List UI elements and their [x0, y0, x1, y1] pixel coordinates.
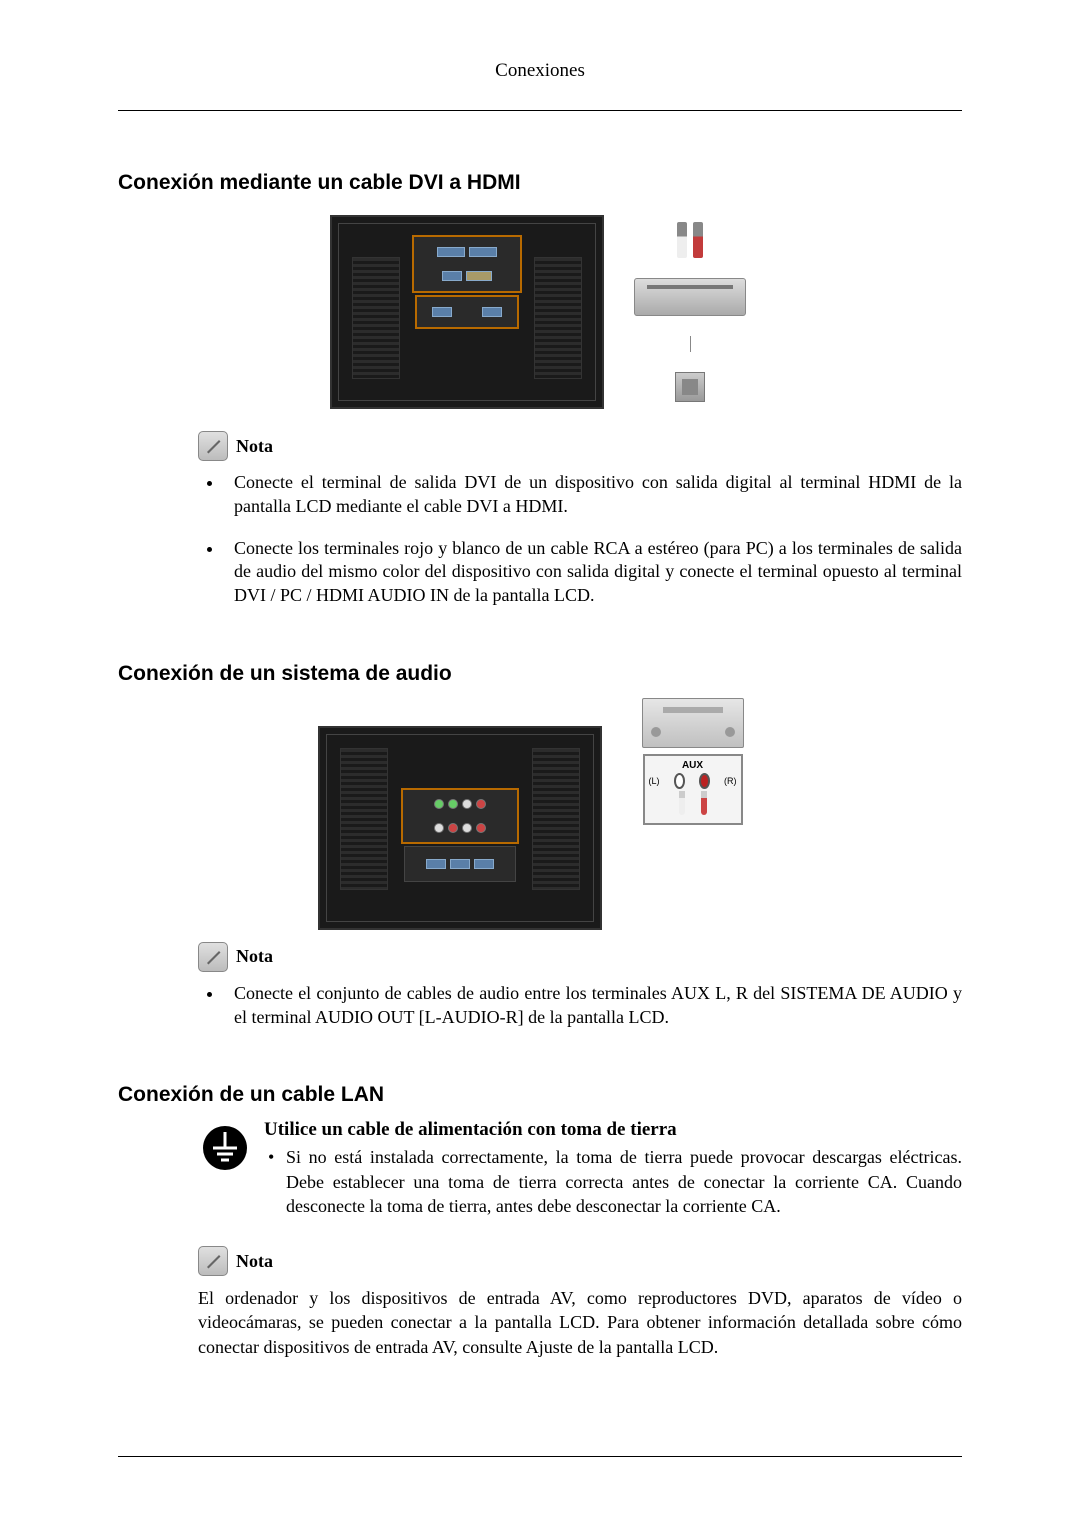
footer-rule — [118, 1456, 962, 1457]
lcd-rear-panel-2 — [318, 726, 602, 930]
aux-label: AUX — [649, 760, 737, 771]
note-icon — [198, 942, 228, 972]
audio-in-panel — [415, 295, 519, 329]
page-header-title: Conexiones — [118, 60, 962, 82]
audio-system-column: AUX (L) (R) — [642, 698, 744, 825]
ground-warning-block: Utilice un cable de alimentación con tom… — [198, 1119, 962, 1218]
section2-heading: Conexión de un sistema de audio — [118, 662, 962, 686]
header-rule — [118, 110, 962, 111]
ground-warning-body: Si no está instalada correctamente, la t… — [264, 1145, 962, 1218]
aux-jack-right — [699, 773, 710, 789]
section1-bullets: Conecte el terminal de salida DVI de un … — [198, 471, 962, 608]
external-device-column — [634, 222, 746, 402]
ground-icon — [198, 1121, 252, 1175]
section1-bullet-2: Conecte los terminales rojo y blanco de … — [224, 537, 962, 608]
aux-jack-left — [674, 773, 685, 789]
note-icon — [198, 431, 228, 461]
figure-dvi-hdmi — [118, 207, 962, 417]
note-label-3: Nota — [236, 1251, 273, 1272]
section2-bullet-1: Conecte el conjunto de cables de audio e… — [224, 982, 962, 1030]
digital-output-device — [634, 278, 746, 316]
section2-bullets: Conecte el conjunto de cables de audio e… — [198, 982, 962, 1030]
dvi-connector — [675, 372, 705, 402]
audio-system-device — [642, 698, 744, 748]
aux-cable-white — [679, 791, 685, 815]
aux-cable-red — [701, 791, 707, 815]
note-icon — [198, 1246, 228, 1276]
aux-left-label: (L) — [649, 776, 660, 786]
aux-right-label: (R) — [724, 776, 737, 786]
section3-heading: Conexión de un cable LAN — [118, 1083, 962, 1107]
note-block-3: Nota — [198, 1246, 962, 1276]
hdmi-port-panel — [412, 235, 522, 293]
ground-warning-title: Utilice un cable de alimentación con tom… — [264, 1119, 962, 1141]
section3-paragraph: El ordenador y los dispositivos de entra… — [198, 1286, 962, 1359]
aux-terminal-box: AUX (L) (R) — [643, 754, 743, 825]
lower-port-panel — [404, 846, 516, 882]
section1-heading: Conexión mediante un cable DVI a HDMI — [118, 171, 962, 195]
note-label-2: Nota — [236, 946, 273, 967]
note-block-1: Nota — [198, 431, 962, 461]
note-label-1: Nota — [236, 436, 273, 457]
audio-out-panel — [401, 788, 519, 844]
rca-cable-pair — [677, 222, 703, 258]
lcd-rear-panel — [330, 215, 604, 409]
figure-audio-system: AUX (L) (R) — [118, 698, 962, 928]
section1-bullet-1: Conecte el terminal de salida DVI de un … — [224, 471, 962, 519]
page: Conexiones Conexión mediante un cable DV… — [0, 0, 1080, 1527]
note-block-2: Nota — [198, 942, 962, 972]
